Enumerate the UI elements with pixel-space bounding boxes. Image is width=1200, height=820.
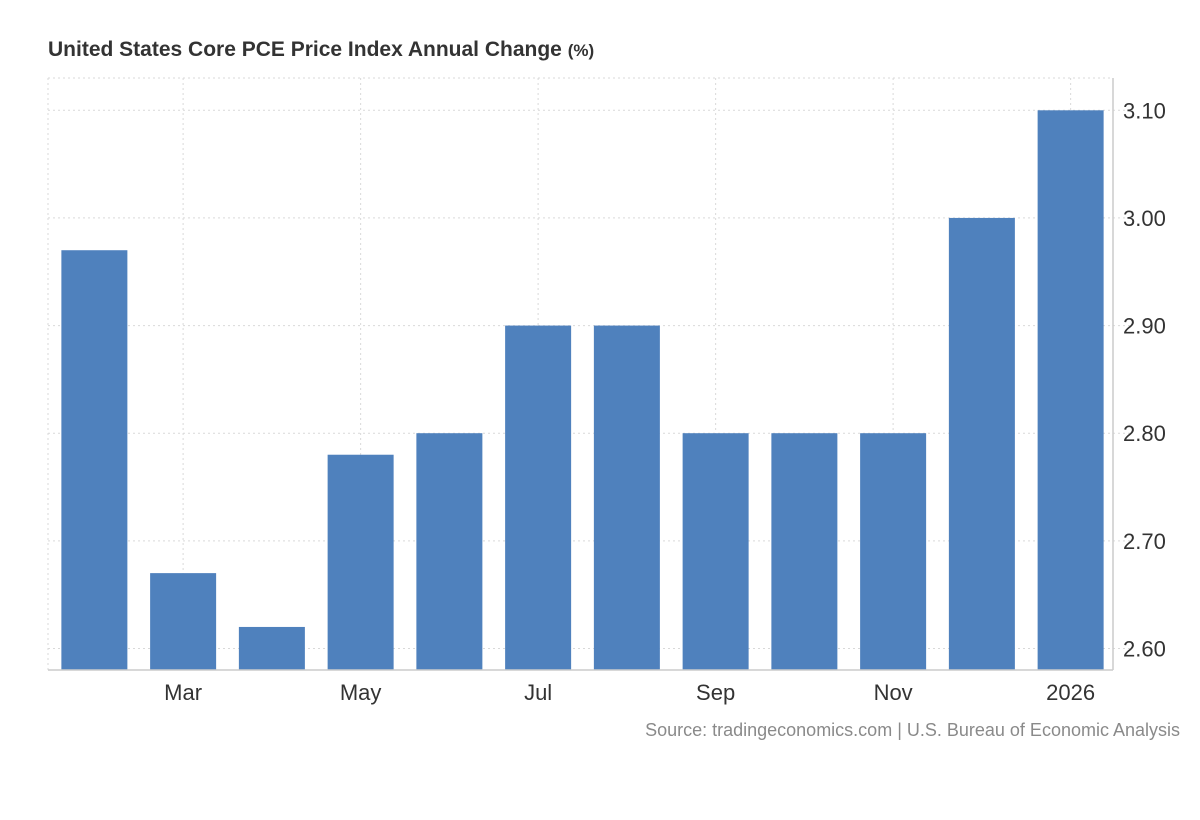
x-tick-label: Jul <box>524 680 552 705</box>
bar-sep-2025 <box>682 433 749 670</box>
x-tick-label: May <box>340 680 382 705</box>
y-tick-label: 2.70 <box>1123 529 1166 554</box>
x-tick-label: 2026 <box>1046 680 1095 705</box>
x-tick-label: Sep <box>696 680 735 705</box>
bar-apr-2025 <box>238 626 305 670</box>
x-tick-label: Nov <box>874 680 913 705</box>
bar-feb-2025 <box>61 250 128 670</box>
bar-jan-2026 <box>1037 110 1104 671</box>
bar-chart: 2.60 2.70 2.80 2.90 3.00 3.10 Mar May Jul Sep Nov 2… <box>47 77 1166 705</box>
axis-labels: 2.60 2.70 2.80 2.90 3.00 3.10 Mar May Jul Sep Nov 2… <box>164 98 1166 705</box>
bar-mar-2025 <box>150 573 217 670</box>
y-tick-label: 2.80 <box>1123 421 1166 446</box>
bar-aug-2025 <box>593 325 660 670</box>
bars <box>61 110 1104 671</box>
y-tick-label: 3.10 <box>1123 98 1166 123</box>
chart-title-unit: (%) <box>567 41 595 60</box>
chart-title-text: United States Core PCE Price Index Annua… <box>48 38 562 61</box>
y-tick-label: 2.90 <box>1123 314 1166 339</box>
axes <box>48 78 1114 671</box>
y-tick-label: 2.60 <box>1123 636 1166 661</box>
chart-title: United States Core PCE Price Index Annua… <box>48 38 594 62</box>
y-tick-label: 3.00 <box>1123 206 1166 231</box>
bar-nov-2025 <box>860 433 927 670</box>
x-tick-label: Mar <box>164 680 202 705</box>
source-note: Source: tradingeconomics.com | U.S. Bure… <box>645 720 1180 740</box>
bar-jun-2025 <box>416 433 483 670</box>
bar-dec-2025 <box>948 217 1015 670</box>
bar-oct-2025 <box>771 433 838 670</box>
bar-jul-2025 <box>505 325 572 670</box>
bar-may-2025 <box>327 454 394 670</box>
